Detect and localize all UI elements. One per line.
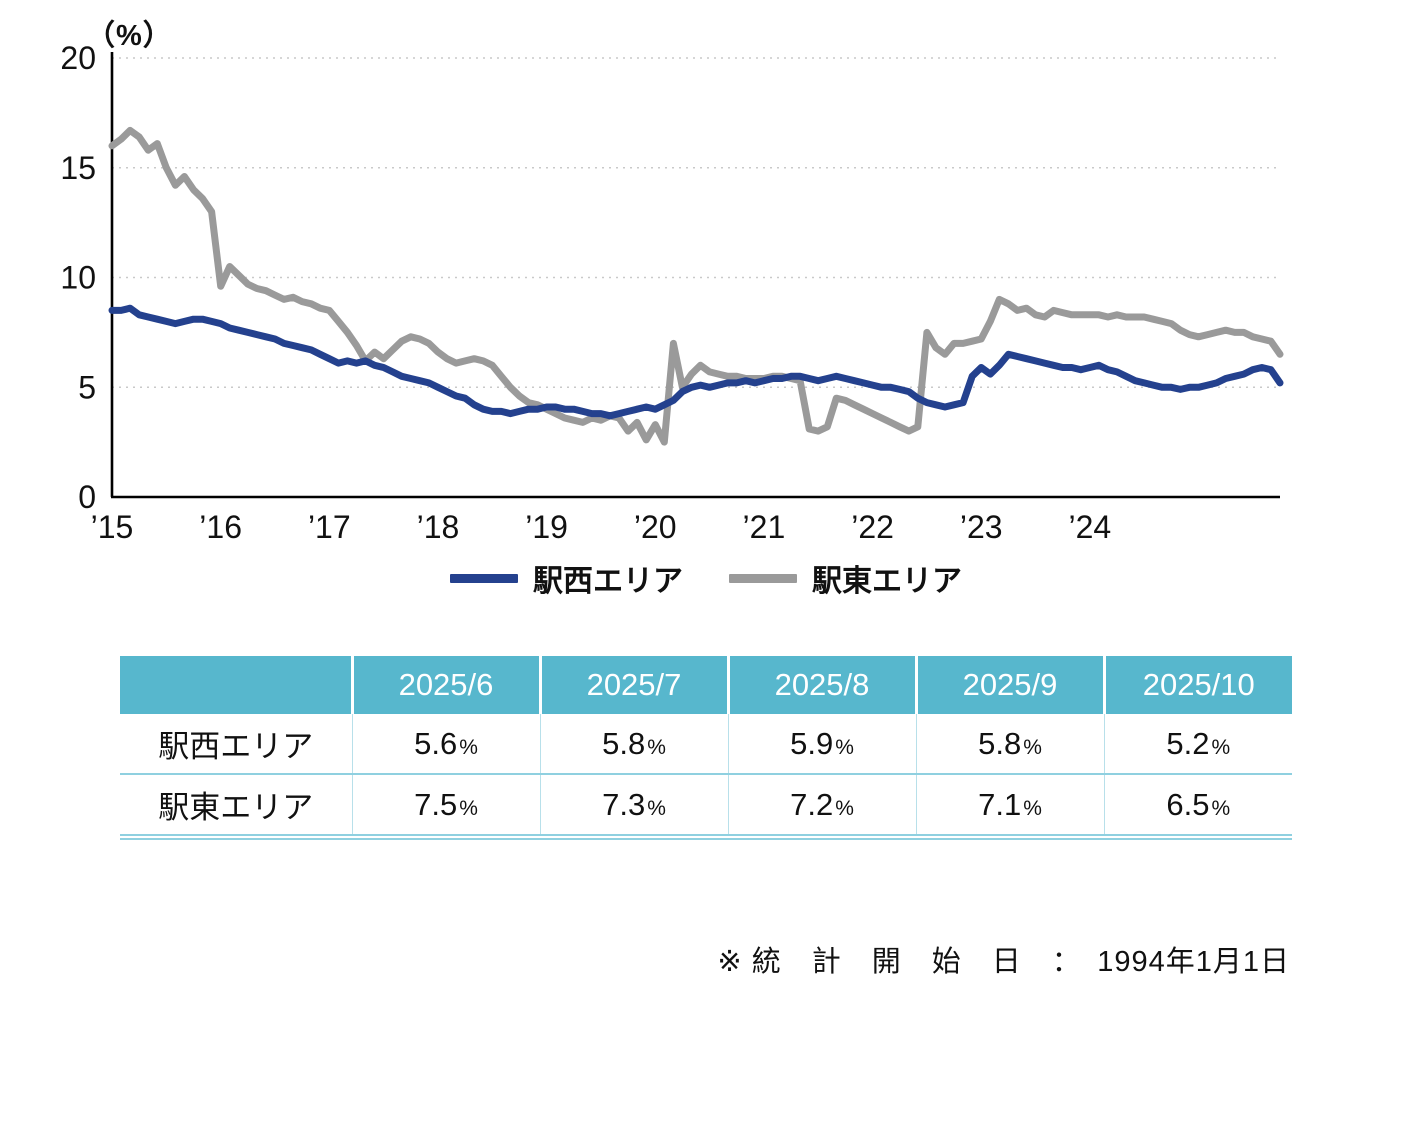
value-cell: 5.8% [539, 714, 728, 775]
percent-sign: % [835, 735, 854, 759]
table-col-2025-6: 2025/6 [350, 656, 540, 714]
series-line-駅西エリア [108, 304, 1284, 420]
table-col-2025-7: 2025/7 [538, 656, 728, 714]
value-number: 5.9 [790, 725, 834, 761]
footnote: ※ 統 計 開 始 日 ： 1994年1月1日 [717, 946, 1290, 978]
percent-sign: % [1023, 735, 1042, 759]
line-chart: （%） 0 5 10 15 20 ’15 ’16 ’17 ’18 ’19 ’20 ’21 ’22 ’23 ’… [0, 0, 1412, 548]
value-number: 5.8 [978, 725, 1022, 761]
value-number: 6.5 [1166, 786, 1210, 822]
legend-item-east: 駅東エリア [729, 556, 962, 600]
percent-sign: % [1023, 796, 1042, 820]
x-tick-label: ’15 [91, 509, 134, 545]
x-tick-label: ’16 [199, 509, 242, 545]
x-tick-label: ’17 [308, 509, 351, 545]
chart-canvas: 0 5 10 15 20 ’15 ’16 ’17 ’18 ’19 ’20 ’21 ’22 ’23 ’24 [60, 40, 1284, 545]
percent-sign: % [647, 796, 666, 820]
y-tick-label: 15 [60, 150, 96, 186]
x-tick-label: ’19 [525, 509, 568, 545]
y-tick-label: 5 [78, 369, 96, 405]
x-tick-label: ’23 [960, 509, 1003, 545]
y-tick-label: 20 [60, 40, 96, 76]
x-tick-label: ’20 [634, 509, 677, 545]
x-tick-label: ’22 [851, 509, 894, 545]
value-cell: 5.8% [915, 714, 1104, 775]
monthly-values-table: 2025/6 2025/7 2025/8 2025/9 2025/10 駅西エリ… [120, 656, 1292, 840]
percent-sign: % [1211, 796, 1231, 820]
table-col-2025-8: 2025/8 [726, 656, 916, 714]
legend-swatch [450, 573, 518, 583]
value-cell: 6.5% [1103, 774, 1292, 840]
percent-sign: % [835, 796, 854, 820]
value-cell: 7.1% [915, 774, 1104, 840]
table-row-east: 駅東エリア 7.5% 7.3% 7.2% 7.1% 6.5% [120, 774, 1292, 840]
percent-sign: % [647, 735, 666, 759]
table-header-row: 2025/6 2025/7 2025/8 2025/9 2025/10 [120, 656, 1292, 714]
y-tick-label: 0 [78, 479, 96, 515]
y-tick-label: 10 [60, 260, 96, 296]
legend-label-west: 駅西エリア [533, 565, 683, 598]
row-label-east: 駅東エリア [120, 774, 352, 840]
value-number: 5.6 [414, 725, 458, 761]
value-cell: 7.3% [539, 774, 728, 840]
row-label-west: 駅西エリア [120, 714, 352, 775]
value-cell: 7.2% [727, 774, 916, 840]
value-number: 7.2 [790, 786, 834, 822]
value-cell: 7.5% [351, 774, 540, 840]
chart-legend: 駅西エリア 駅東エリア [0, 554, 1412, 602]
percent-sign: % [1211, 735, 1231, 759]
value-number: 5.8 [602, 725, 646, 761]
legend-swatch [729, 573, 797, 583]
value-cell: 5.2% [1103, 714, 1292, 775]
table-corner-cell [120, 656, 352, 714]
percent-sign: % [459, 735, 478, 759]
value-number: 7.3 [602, 786, 646, 822]
value-number: 5.2 [1166, 725, 1210, 761]
series-line-駅東エリア [108, 126, 1284, 446]
value-number: 7.5 [414, 786, 458, 822]
percent-sign: % [459, 796, 478, 820]
legend-item-west: 駅西エリア [450, 556, 683, 600]
table-col-2025-10: 2025/10 [1102, 656, 1292, 714]
legend-label-east: 駅東エリア [812, 565, 962, 598]
table-col-2025-9: 2025/9 [914, 656, 1104, 714]
x-tick-label: ’21 [743, 509, 786, 545]
value-cell: 5.9% [727, 714, 916, 775]
x-tick-label: ’18 [417, 509, 460, 545]
y-axis-unit-label: （%） [86, 20, 173, 52]
x-tick-label: ’24 [1069, 509, 1112, 545]
value-number: 7.1 [978, 786, 1022, 822]
table-row-west: 駅西エリア 5.6% 5.8% 5.9% 5.8% 5.2% [120, 714, 1292, 775]
value-cell: 5.6% [351, 714, 540, 775]
